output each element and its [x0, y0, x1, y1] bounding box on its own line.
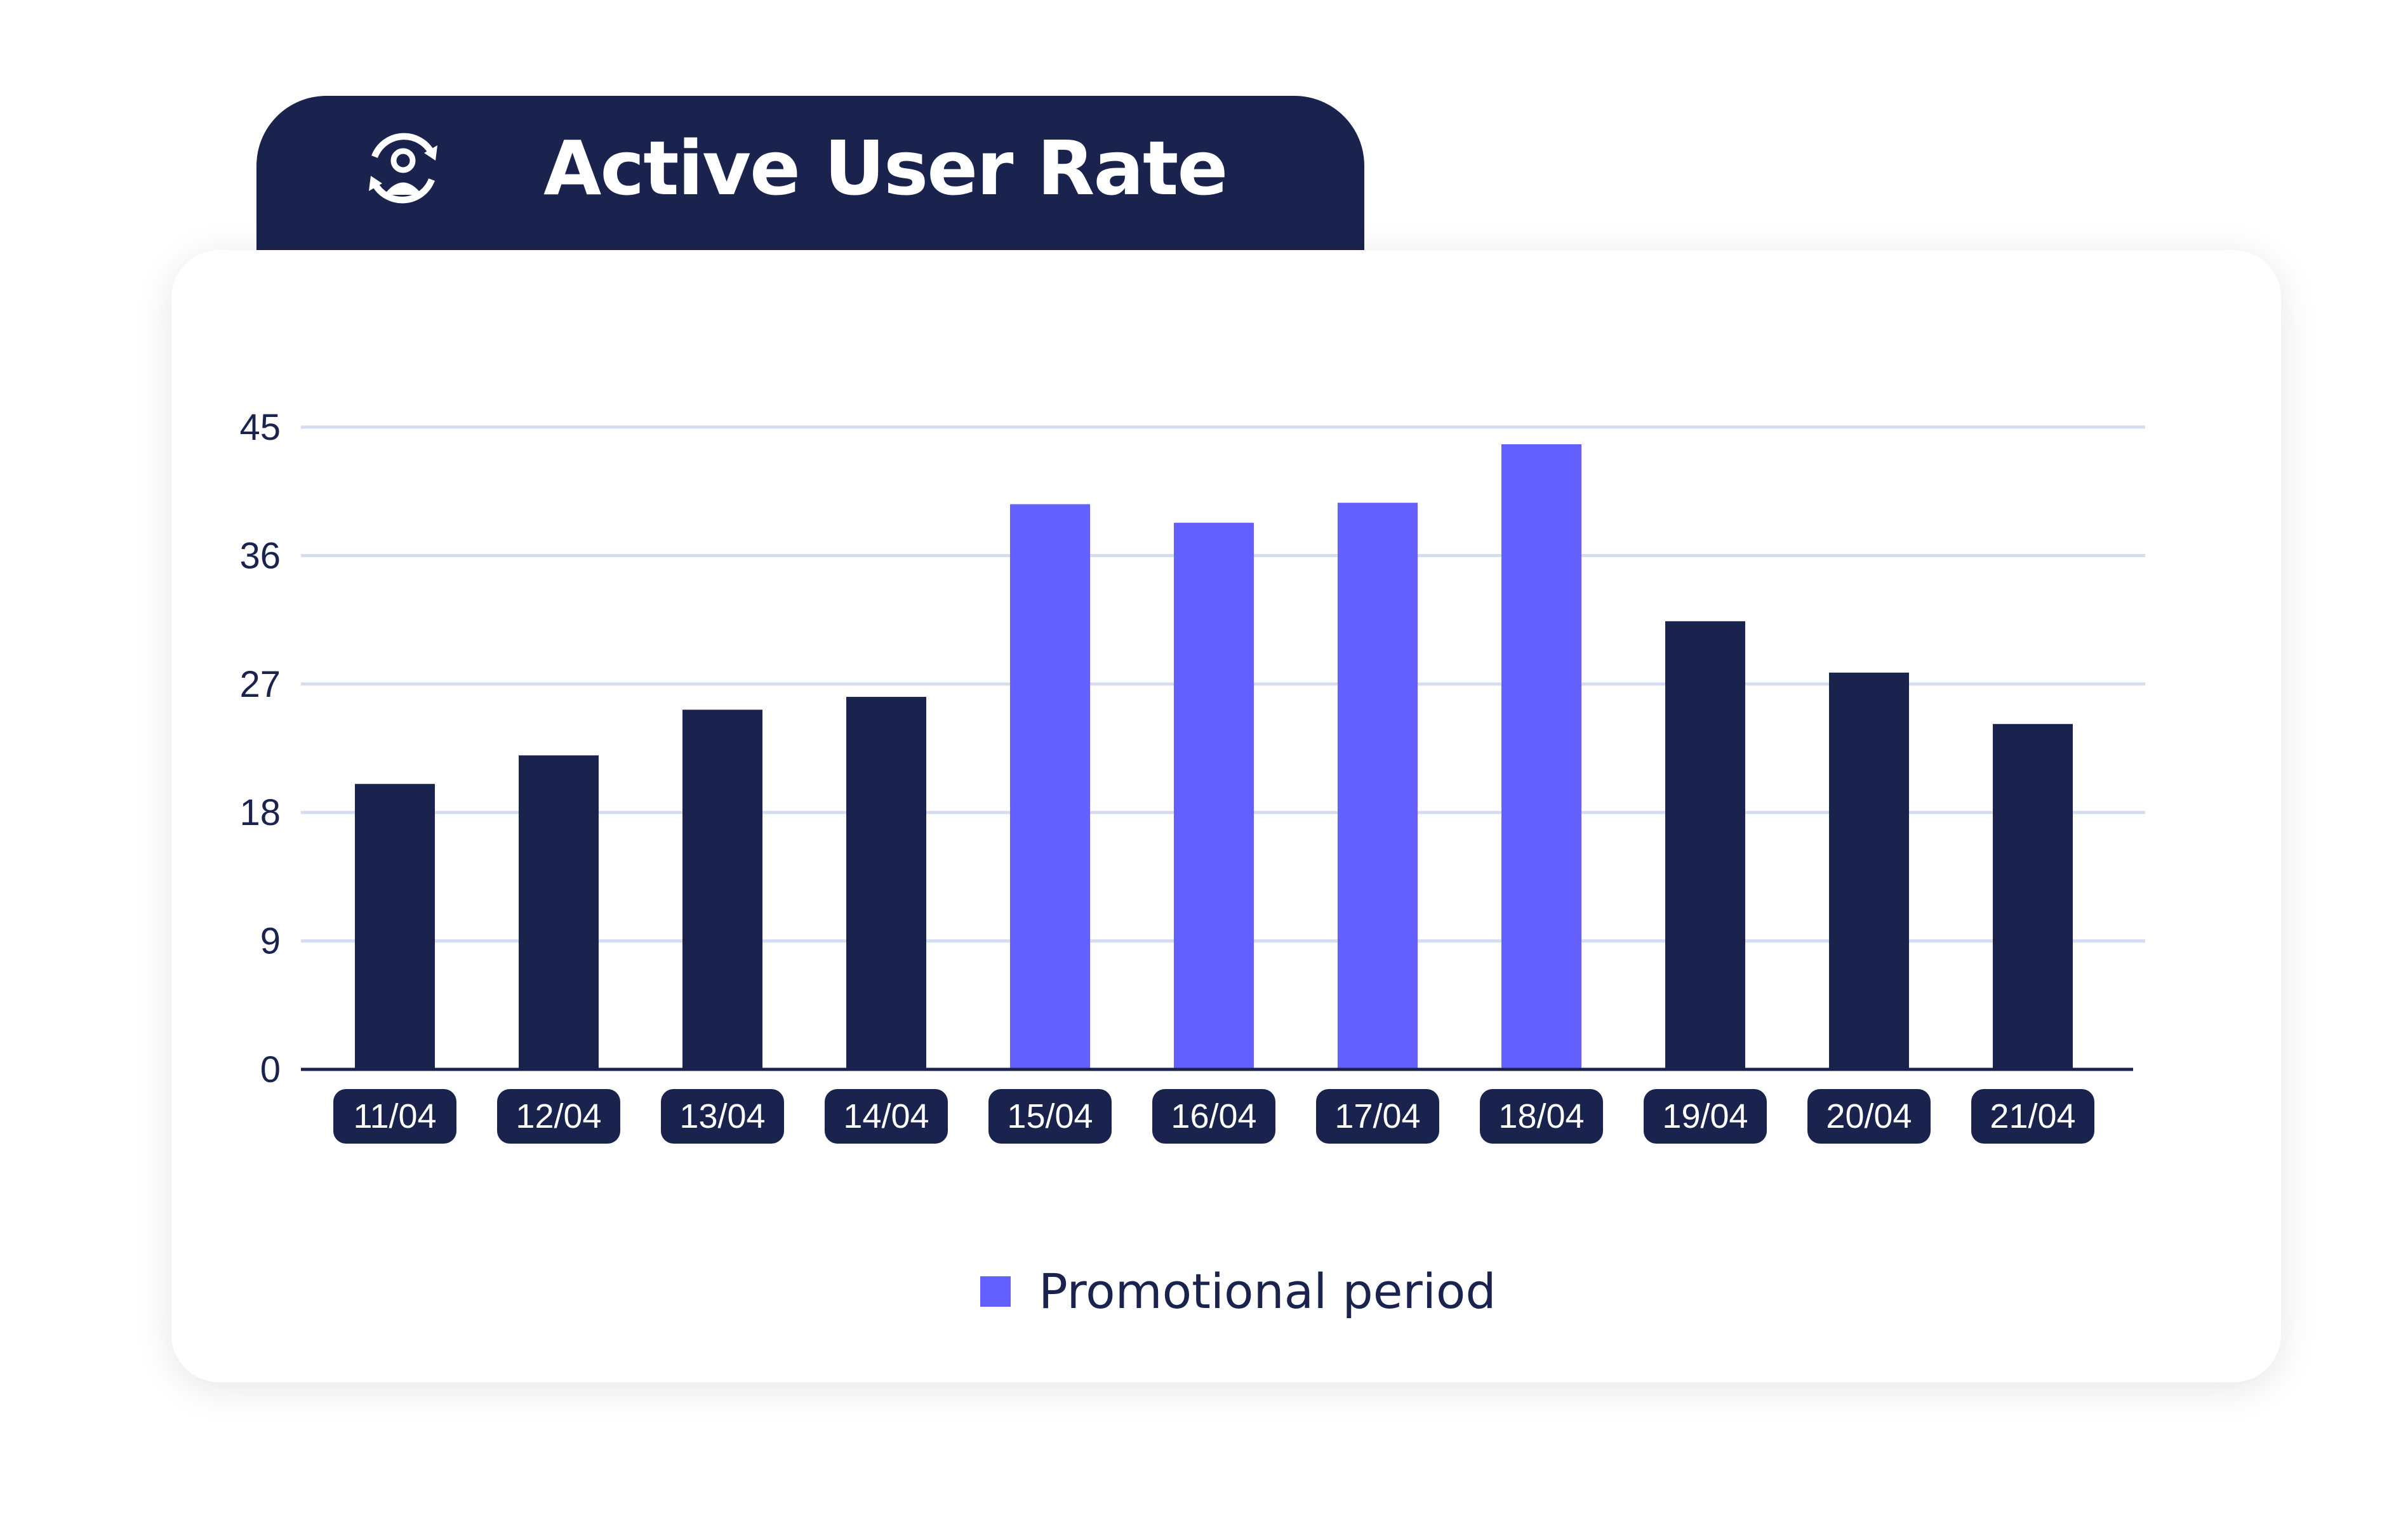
- x-tick-label: 21/04: [1990, 1097, 2075, 1135]
- x-tick-pill: [497, 1089, 620, 1144]
- chart-title: Active User Rate: [543, 124, 1228, 212]
- legend: Promotional period: [980, 1263, 1496, 1319]
- x-tick-label: 17/04: [1334, 1097, 1420, 1135]
- bar-18/04: [1501, 444, 1581, 1069]
- x-tick-pill: [1152, 1089, 1275, 1144]
- bar-12/04: [519, 755, 599, 1069]
- x-tick-pill: [1644, 1089, 1767, 1144]
- x-tick-pill: [661, 1089, 784, 1144]
- bar-21/04: [1993, 723, 2073, 1069]
- bar-15/04: [1010, 504, 1090, 1069]
- bar-13/04: [682, 710, 762, 1069]
- x-tick-label: 14/04: [843, 1097, 929, 1135]
- legend-swatch-promotional: [980, 1276, 1011, 1307]
- x-tick-pill: [1971, 1089, 2094, 1144]
- bar-19/04: [1665, 621, 1745, 1069]
- x-tick-label: 15/04: [1007, 1097, 1093, 1135]
- y-tick-label: 36: [239, 535, 281, 576]
- y-tick-label: 0: [260, 1049, 281, 1090]
- y-tick-label: 27: [239, 664, 281, 705]
- bar-11/04: [355, 784, 435, 1069]
- user-cycle-icon: [369, 133, 437, 204]
- y-tick-label: 18: [239, 792, 281, 833]
- x-tick-label: 19/04: [1662, 1097, 1748, 1135]
- x-tick-pill: [1316, 1089, 1439, 1144]
- bar-20/04: [1829, 672, 1909, 1069]
- x-tick-label: 13/04: [679, 1097, 765, 1135]
- bar-16/04: [1174, 522, 1254, 1069]
- bar-17/04: [1338, 503, 1418, 1069]
- x-tick-label: 11/04: [353, 1097, 436, 1135]
- x-tick-pill: [1480, 1089, 1603, 1144]
- header-tab: [256, 96, 1364, 274]
- x-tick-pill: [825, 1089, 948, 1144]
- x-tick-pill: [1807, 1089, 1931, 1144]
- x-tick-pill: [333, 1089, 456, 1144]
- x-tick-label: 18/04: [1498, 1097, 1584, 1135]
- x-tick-label: 16/04: [1171, 1097, 1256, 1135]
- x-tick-pill: [988, 1089, 1112, 1144]
- legend-label: Promotional period: [1039, 1263, 1496, 1319]
- x-tick-label: 12/04: [516, 1097, 601, 1135]
- bar-14/04: [846, 697, 926, 1069]
- x-tick-label: 20/04: [1826, 1097, 1912, 1135]
- y-tick-label: 45: [239, 407, 281, 448]
- y-tick-label: 9: [260, 921, 281, 962]
